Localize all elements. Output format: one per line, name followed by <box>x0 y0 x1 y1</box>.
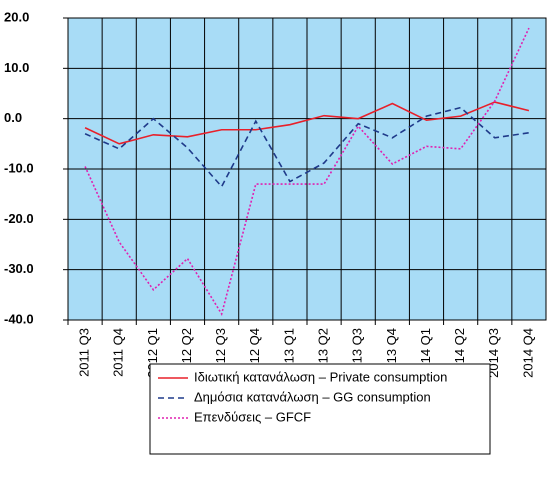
legend-label: Δημόσια κατανάλωση – GG consumption <box>194 389 431 404</box>
plot-border <box>67 17 547 321</box>
legend-box <box>149 363 491 455</box>
legend-label: Επενδύσεις – GFCF <box>194 409 311 424</box>
y-tick-label: 20.0 <box>4 9 29 24</box>
y-tick-label: -30.0 <box>4 261 34 276</box>
x-tick-label: 2014 Q4 <box>520 328 535 378</box>
y-tick-label: -10.0 <box>4 160 34 175</box>
legend-label: Ιδιωτική κατανάλωση – Private consumptio… <box>194 369 447 384</box>
x-tick-label: 2011 Q4 <box>111 328 126 377</box>
y-tick-label: -40.0 <box>4 311 34 326</box>
series-line <box>84 27 530 316</box>
series-line <box>84 101 530 145</box>
y-tick-label: -20.0 <box>4 211 34 226</box>
y-tick-label: 0.0 <box>4 110 22 125</box>
series-line <box>84 106 530 189</box>
y-tick-label: 10.0 <box>4 60 29 75</box>
x-tick-label: 2011 Q3 <box>77 328 92 377</box>
